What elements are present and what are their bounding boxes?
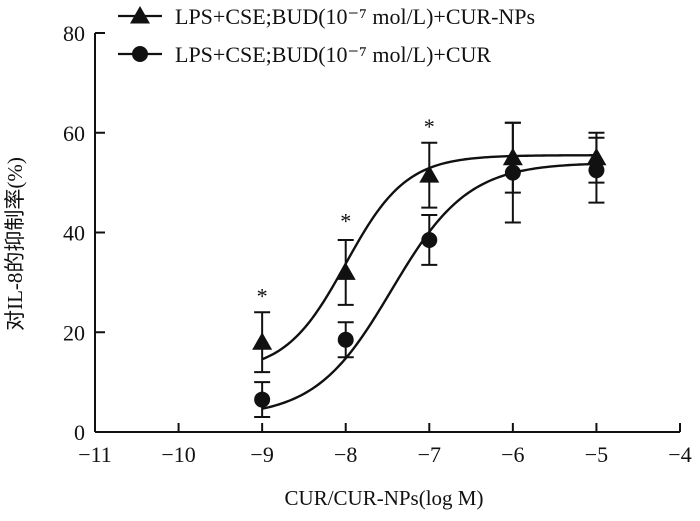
significance-label: * bbox=[257, 283, 268, 308]
circle-point bbox=[337, 331, 354, 348]
plot-area: 0 20 40 60 80 −11 −10 −9 −8 −7 −6 −5 −4 * * * bbox=[63, 21, 692, 467]
y-tick-label: 20 bbox=[63, 320, 85, 345]
x-tick-label: −6 bbox=[501, 442, 524, 467]
x-tick-label: −11 bbox=[78, 442, 112, 467]
significance-label: * bbox=[424, 114, 435, 139]
x-tick-label: −5 bbox=[585, 442, 608, 467]
circle-point bbox=[504, 164, 521, 181]
triangle-point bbox=[335, 262, 356, 280]
legend-marker bbox=[130, 6, 150, 24]
y-tick-label: 0 bbox=[74, 420, 85, 445]
y-axis-title: 对IL-8的抑制率(%) bbox=[3, 157, 27, 331]
x-tick-label: −8 bbox=[334, 442, 357, 467]
y-tick-label: 40 bbox=[63, 221, 85, 246]
triangle-point bbox=[419, 165, 440, 183]
triangle-point bbox=[252, 332, 273, 350]
significance-label: * bbox=[340, 209, 351, 234]
legend: LPS+CSE;BUD(10⁻⁷ mol/L)+CUR-NPs LPS+CSE;B… bbox=[118, 4, 535, 67]
y-tick-label: 60 bbox=[63, 121, 85, 146]
x-tick-label: −4 bbox=[668, 442, 691, 467]
circle-point bbox=[254, 391, 271, 408]
y-tick-label: 80 bbox=[63, 21, 85, 46]
circle-point bbox=[588, 162, 605, 179]
legend-label: LPS+CSE;BUD(10⁻⁷ mol/L)+CUR bbox=[175, 42, 491, 67]
x-tick-label: −9 bbox=[250, 442, 273, 467]
circle-point bbox=[421, 231, 438, 248]
x-axis-title: CUR/CUR-NPs(log M) bbox=[285, 486, 484, 510]
legend-label: LPS+CSE;BUD(10⁻⁷ mol/L)+CUR-NPs bbox=[175, 4, 535, 29]
x-tick-label: −10 bbox=[161, 442, 195, 467]
x-tick-label: −7 bbox=[418, 442, 441, 467]
legend-marker bbox=[132, 46, 148, 62]
